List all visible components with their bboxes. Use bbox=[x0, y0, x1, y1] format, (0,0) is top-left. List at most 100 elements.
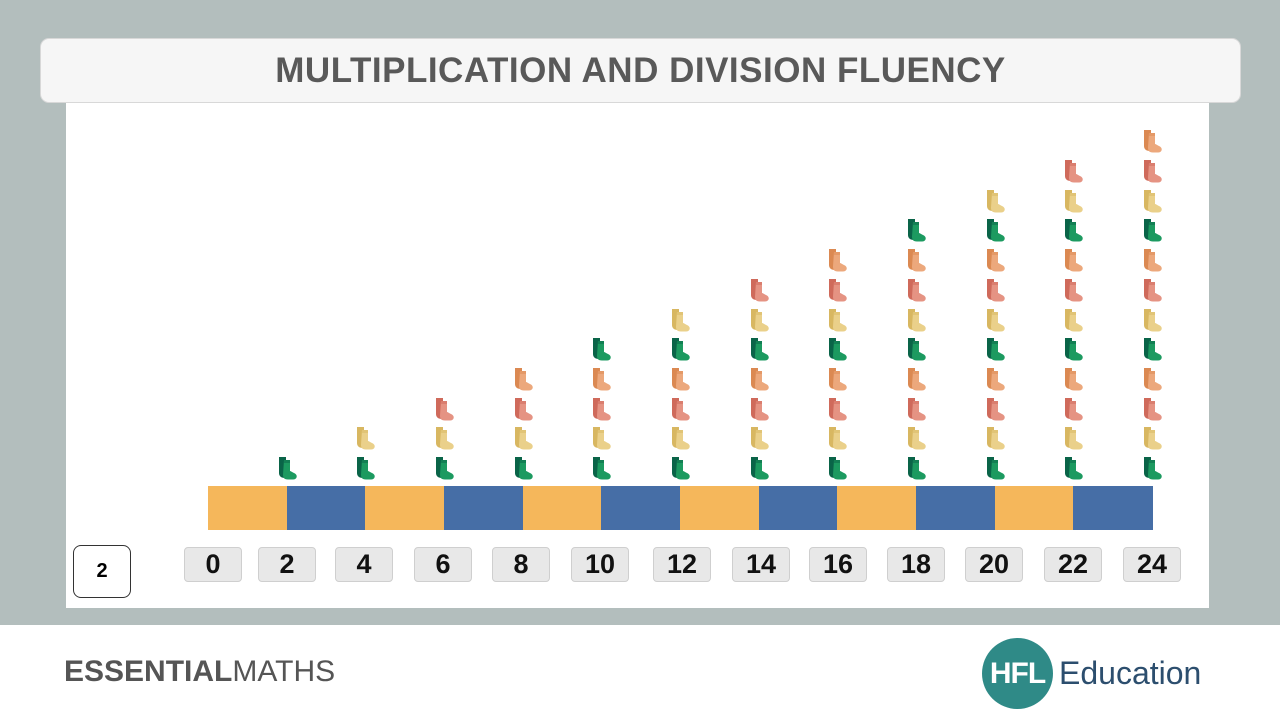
sock-pair-icon bbox=[666, 425, 694, 453]
sock-pair-icon bbox=[666, 396, 694, 424]
sock-pair-icon bbox=[1059, 425, 1087, 453]
sock-pair-icon bbox=[981, 247, 1009, 275]
sock-pair-icon bbox=[587, 396, 615, 424]
bar-segment bbox=[365, 486, 445, 530]
brand-bold: ESSENTIAL bbox=[64, 655, 233, 688]
sock-pair-icon bbox=[902, 307, 930, 335]
number-label[interactable]: 24 bbox=[1123, 547, 1181, 582]
sock-pair-icon bbox=[823, 455, 851, 483]
sock-pair-icon bbox=[1138, 455, 1166, 483]
sock-pair-icon bbox=[1138, 366, 1166, 394]
sock-pair-icon bbox=[1059, 307, 1087, 335]
bar-segment bbox=[208, 486, 288, 530]
step-value-box[interactable]: 2 bbox=[73, 545, 131, 598]
sock-pair-icon bbox=[745, 336, 773, 364]
essential-maths-logo: ESSENTIALMATHS bbox=[64, 655, 335, 689]
bar-segment bbox=[758, 486, 838, 530]
content-panel bbox=[66, 103, 1209, 608]
hfl-education-logo: HFL Education bbox=[982, 638, 1201, 709]
sock-pair-icon bbox=[981, 336, 1009, 364]
bar-segment bbox=[994, 486, 1074, 530]
bar-segment bbox=[522, 486, 602, 530]
footer bbox=[0, 625, 1280, 720]
sock-pair-icon bbox=[1138, 128, 1166, 156]
bar-segment bbox=[444, 486, 524, 530]
number-label[interactable]: 6 bbox=[414, 547, 472, 582]
hfl-logo-text: Education bbox=[1059, 655, 1202, 691]
number-label[interactable]: 12 bbox=[653, 547, 711, 582]
sock-pair-icon bbox=[902, 217, 930, 245]
sock-pair-icon bbox=[745, 425, 773, 453]
sock-pair-icon bbox=[509, 396, 537, 424]
sock-pair-icon bbox=[902, 277, 930, 305]
number-label[interactable]: 0 bbox=[184, 547, 242, 582]
sock-pair-icon bbox=[1059, 455, 1087, 483]
sock-pair-icon bbox=[587, 336, 615, 364]
sock-pair-icon bbox=[902, 336, 930, 364]
sock-pair-icon bbox=[1059, 336, 1087, 364]
sock-pair-icon bbox=[587, 425, 615, 453]
sock-pair-icon bbox=[1059, 188, 1087, 216]
number-label[interactable]: 18 bbox=[887, 547, 945, 582]
sock-pair-icon bbox=[430, 455, 458, 483]
sock-pair-icon bbox=[745, 277, 773, 305]
bar-segment bbox=[286, 486, 366, 530]
sock-pair-icon bbox=[1138, 217, 1166, 245]
sock-pair-icon bbox=[587, 366, 615, 394]
sock-pair-icon bbox=[1059, 247, 1087, 275]
sock-pair-icon bbox=[902, 396, 930, 424]
sock-pair-icon bbox=[823, 396, 851, 424]
number-label[interactable]: 2 bbox=[258, 547, 316, 582]
number-label[interactable]: 14 bbox=[732, 547, 790, 582]
sock-pair-icon bbox=[981, 277, 1009, 305]
sock-pair-icon bbox=[745, 455, 773, 483]
bar-segment bbox=[601, 486, 681, 530]
sock-pair-icon bbox=[666, 307, 694, 335]
sock-pair-icon bbox=[823, 336, 851, 364]
sock-pair-icon bbox=[666, 455, 694, 483]
sock-pair-icon bbox=[1138, 336, 1166, 364]
sock-pair-icon bbox=[509, 366, 537, 394]
sock-pair-icon bbox=[823, 247, 851, 275]
sock-pair-icon bbox=[351, 455, 379, 483]
sock-pair-icon bbox=[902, 366, 930, 394]
sock-pair-icon bbox=[1059, 366, 1087, 394]
sock-pair-icon bbox=[1138, 277, 1166, 305]
sock-pair-icon bbox=[1138, 307, 1166, 335]
sock-pair-icon bbox=[981, 455, 1009, 483]
number-label[interactable]: 8 bbox=[492, 547, 550, 582]
number-label[interactable]: 22 bbox=[1044, 547, 1102, 582]
sock-pair-icon bbox=[587, 455, 615, 483]
sock-pair-icon bbox=[981, 217, 1009, 245]
page-title: MULTIPLICATION AND DIVISION FLUENCY bbox=[275, 50, 1006, 90]
brand-light: MATHS bbox=[232, 655, 336, 688]
sock-pair-icon bbox=[823, 307, 851, 335]
sock-pair-icon bbox=[1138, 247, 1166, 275]
sock-pair-icon bbox=[1059, 396, 1087, 424]
number-label[interactable]: 16 bbox=[809, 547, 867, 582]
sock-pair-icon bbox=[981, 425, 1009, 453]
sock-pair-icon bbox=[745, 396, 773, 424]
sock-pair-icon bbox=[902, 425, 930, 453]
number-label[interactable]: 4 bbox=[335, 547, 393, 582]
sock-pair-icon bbox=[745, 366, 773, 394]
hfl-logo-mark: HFL bbox=[982, 638, 1053, 709]
sock-pair-icon bbox=[1138, 158, 1166, 186]
sock-pair-icon bbox=[1138, 396, 1166, 424]
sock-pair-icon bbox=[430, 396, 458, 424]
sock-pair-icon bbox=[509, 425, 537, 453]
sock-pair-icon bbox=[1059, 277, 1087, 305]
sock-pair-icon bbox=[1138, 425, 1166, 453]
sock-pair-icon bbox=[509, 455, 537, 483]
sock-pair-icon bbox=[273, 455, 301, 483]
sock-pair-icon bbox=[902, 247, 930, 275]
sock-pair-icon bbox=[823, 277, 851, 305]
bar-segment bbox=[680, 486, 760, 530]
bar-segment bbox=[1073, 486, 1153, 530]
sock-pair-icon bbox=[666, 366, 694, 394]
number-label[interactable]: 10 bbox=[571, 547, 629, 582]
sock-pair-icon bbox=[981, 307, 1009, 335]
sock-pair-icon bbox=[1059, 158, 1087, 186]
sock-pair-icon bbox=[351, 425, 379, 453]
number-label[interactable]: 20 bbox=[965, 547, 1023, 582]
